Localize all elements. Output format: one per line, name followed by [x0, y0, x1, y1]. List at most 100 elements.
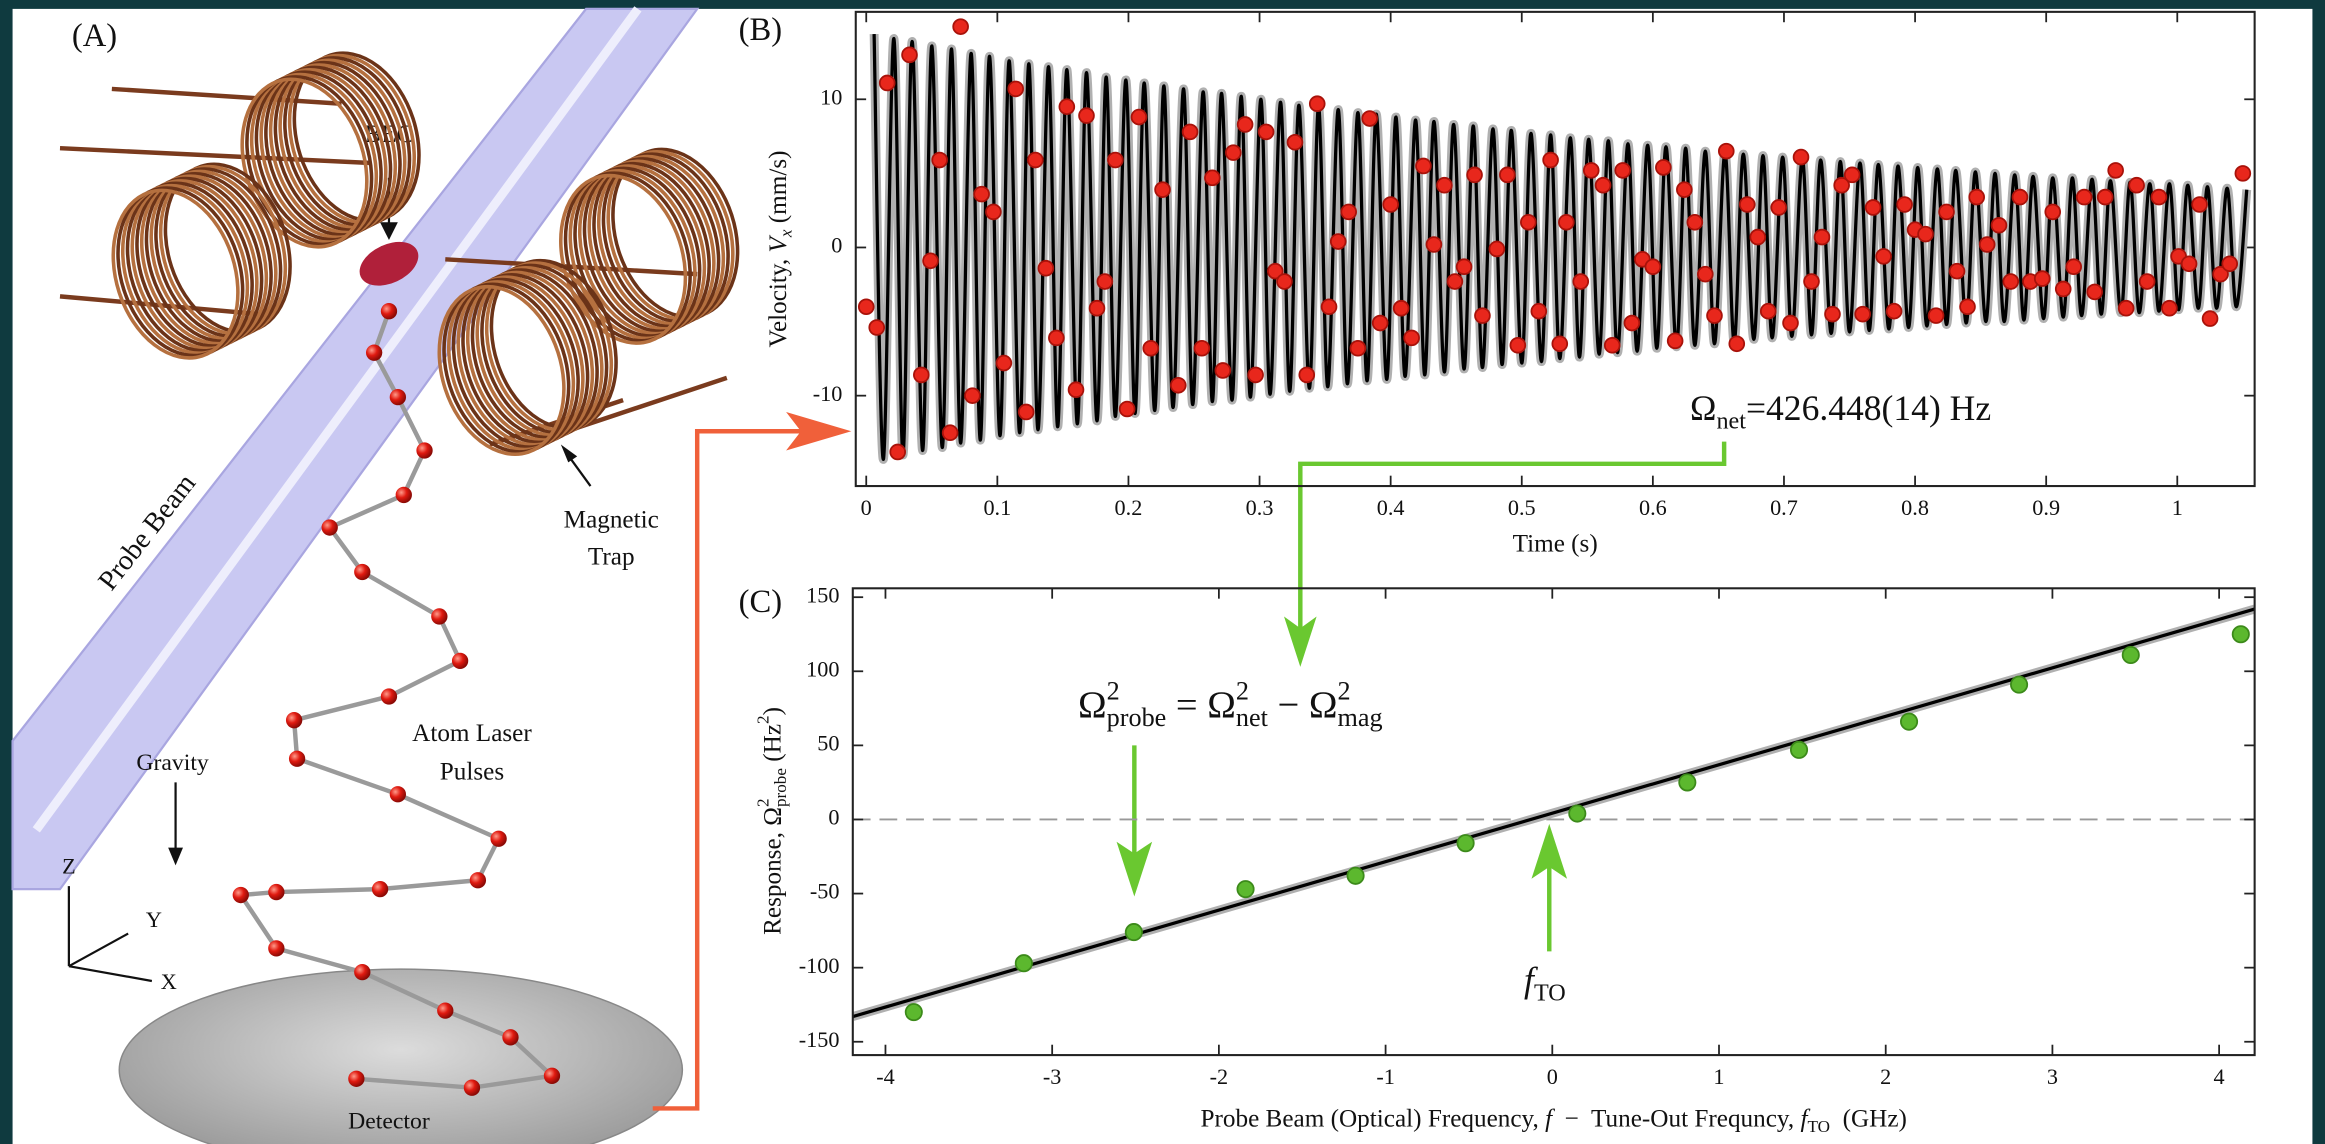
data-point: [2087, 285, 2102, 300]
data-point: [1605, 338, 1620, 353]
data-point: [1143, 341, 1158, 356]
data-point: [1845, 167, 1860, 182]
data-point: [1584, 163, 1599, 178]
data-point: [1120, 402, 1135, 417]
atom-pulse: [354, 564, 370, 580]
text-part: mag: [1338, 703, 1383, 732]
data-point: [1531, 304, 1546, 319]
atom-pulse: [381, 688, 397, 704]
gravity-label: Gravity: [136, 750, 209, 776]
trap-label: Trap: [588, 543, 635, 570]
text-part: (mm/s): [765, 150, 792, 229]
pulses-label: Atom Laser: [412, 720, 532, 747]
text-part: TO: [1534, 979, 1566, 1006]
x-tick-label: 0.3: [1246, 495, 1274, 520]
data-point: [1939, 204, 1954, 219]
data-point: [974, 187, 989, 202]
data-point: [1510, 338, 1525, 353]
x-tick-label: 0.1: [983, 495, 1011, 520]
data-point: [1679, 774, 1695, 790]
text-part: Ω: [1078, 684, 1107, 726]
atom-pulse: [490, 831, 506, 847]
data-point: [1950, 264, 1965, 279]
data-point: [1887, 304, 1902, 319]
data-point: [943, 425, 958, 440]
data-point: [996, 356, 1011, 371]
data-point: [1750, 230, 1765, 245]
data-point: [1341, 204, 1356, 219]
y-tick-label: 0: [831, 233, 842, 258]
text-part: (Hz: [759, 724, 786, 768]
figure: (A) BEC Probe Beam Magnetic Trap Atom La…: [0, 0, 2325, 1144]
data-point: [1394, 301, 1409, 316]
y-tick-label: 100: [806, 656, 839, 681]
text-part: net: [1236, 703, 1269, 732]
data-point: [1238, 117, 1253, 132]
data-point: [986, 204, 1001, 219]
atom-pulse: [437, 1002, 453, 1018]
x-tick-label: 0.7: [1770, 495, 1798, 520]
data-point: [1559, 215, 1574, 230]
data-point: [1740, 197, 1755, 212]
data-point: [1761, 304, 1776, 319]
data-point: [1960, 299, 1975, 314]
text-part: 2: [1236, 677, 1249, 706]
y-tick-label: 150: [806, 582, 839, 607]
text-part: TO: [1807, 1117, 1830, 1136]
data-point: [1183, 124, 1198, 139]
x-tick-label: -2: [1210, 1064, 1229, 1089]
data-point: [1059, 99, 1074, 114]
data-point: [1729, 336, 1744, 351]
y-axis-label: Response, Ω2probe (Hz2): [754, 707, 790, 935]
x-tick-label: -1: [1376, 1064, 1395, 1089]
data-point: [2140, 274, 2155, 289]
atom-pulse: [233, 887, 249, 903]
data-point: [1698, 267, 1713, 282]
x-tick-label: 0.6: [1639, 495, 1667, 520]
data-point: [1079, 108, 1094, 123]
atom-pulse: [372, 881, 388, 897]
data-point: [1475, 308, 1490, 323]
atom-pulse: [268, 940, 284, 956]
data-point: [2108, 163, 2123, 178]
text-part: Velocity,: [765, 253, 792, 348]
text-part: net: [1716, 407, 1746, 434]
data-point: [2123, 647, 2139, 663]
data-point: [1596, 178, 1611, 193]
atom-pulse: [268, 884, 284, 900]
data-point: [1645, 259, 1660, 274]
data-point: [1090, 301, 1105, 316]
data-point: [1552, 336, 1567, 351]
atom-pulse: [354, 964, 370, 980]
data-point: [1897, 197, 1912, 212]
y-tick-label: -150: [799, 1027, 840, 1052]
data-point: [1804, 274, 1819, 289]
data-point: [2011, 676, 2027, 692]
text-part: probe: [1107, 703, 1167, 732]
data-point: [1918, 227, 1933, 242]
data-point: [1331, 234, 1346, 249]
text-part: x: [777, 229, 796, 238]
text-part: Probe Beam (Optical) Frequency,: [1201, 1105, 1546, 1132]
x-tick-label: -3: [1043, 1064, 1062, 1089]
data-point: [1277, 274, 1292, 289]
data-point: [2077, 190, 2092, 205]
axis-label: Y: [146, 907, 162, 932]
data-point: [1825, 307, 1840, 322]
atom-pulse: [544, 1068, 560, 1084]
data-point: [2098, 190, 2113, 205]
text-part: Response, Ω: [759, 807, 786, 935]
pulses-label: Pulses: [440, 758, 504, 785]
data-point: [914, 368, 929, 383]
x-tick-label: 0.2: [1115, 495, 1143, 520]
panel-label: (B): [739, 12, 782, 48]
x-tick-label: 0: [1547, 1064, 1558, 1089]
data-point: [2045, 204, 2060, 219]
text-part: 2: [1338, 677, 1351, 706]
atom-pulse: [416, 442, 432, 458]
atom-pulse: [366, 345, 382, 361]
data-point: [1008, 82, 1023, 97]
x-axis-label: Probe Beam (Optical) Frequency, f − Tune…: [1201, 1105, 1907, 1136]
atom-pulse: [452, 653, 468, 669]
atom-pulse: [381, 303, 397, 319]
